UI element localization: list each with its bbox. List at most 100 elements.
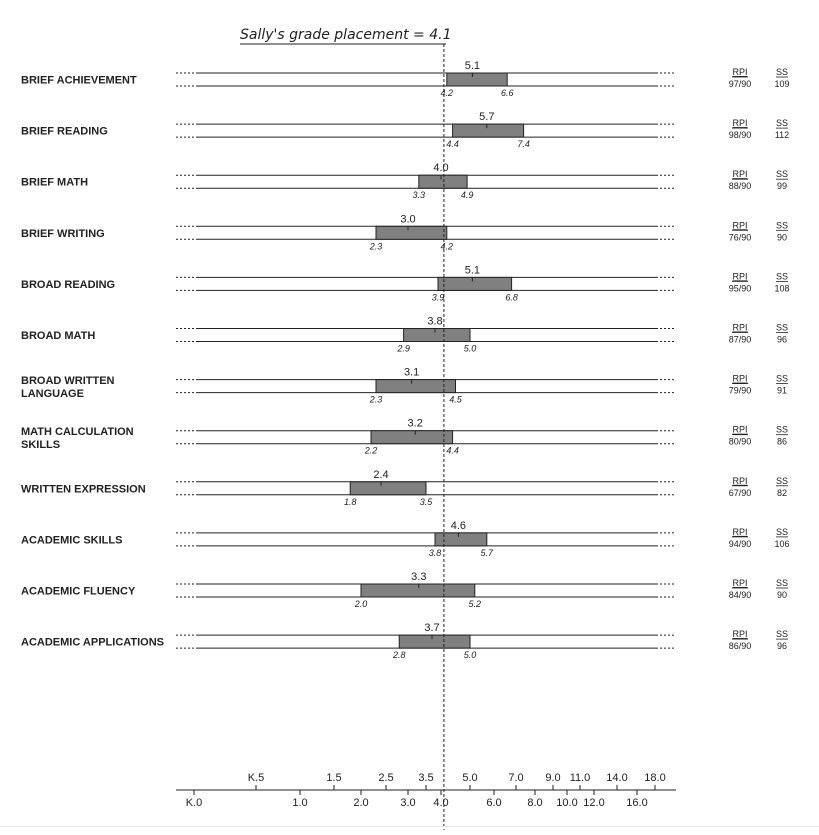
row-label: BRIEF WRITING xyxy=(21,228,105,240)
rpi-value: 98/90 xyxy=(729,130,752,140)
score-row: WRITTEN EXPRESSION 2.4 1.8 3.5 RPI 67/90 SS 82 xyxy=(21,469,788,507)
ss-value: 91 xyxy=(777,386,787,396)
band-low-label: 2.2 xyxy=(364,446,378,456)
lower-tick-label: 16.0 xyxy=(626,797,647,809)
confidence-band xyxy=(403,328,471,342)
lower-tick-label: 10.0 xyxy=(556,797,577,809)
row-label-line: LANGUAGE xyxy=(21,388,84,400)
score-row: ACADEMIC FLUENCY 3.3 2.0 5.2 RPI 84/90 SS 90 xyxy=(21,571,788,609)
band-low-label: 3.8 xyxy=(429,548,442,558)
row-label: MATH CALCULATION SKILLS xyxy=(21,426,134,451)
confidence-band xyxy=(349,481,427,496)
upper-tick-label: 18.0 xyxy=(644,772,665,784)
ss-header: SS xyxy=(776,425,788,435)
ss-header: SS xyxy=(776,629,788,639)
ss-header: SS xyxy=(776,323,788,333)
lower-tick-label: 3.0 xyxy=(400,797,415,809)
band-high-label: 7.4 xyxy=(517,139,530,149)
band-high-label: 4.4 xyxy=(446,446,459,456)
band-high-label: 4.2 xyxy=(441,241,454,251)
lower-tick-label: K.0 xyxy=(186,797,203,809)
score-value: 3.3 xyxy=(411,571,426,583)
row-label: WRITTEN EXPRESSION xyxy=(21,483,146,495)
lower-tick-label: 8.0 xyxy=(527,797,542,809)
band-low-label: 2.8 xyxy=(392,650,406,660)
upper-tick-label: K.5 xyxy=(248,772,265,784)
band-high-label: 3.5 xyxy=(420,497,434,507)
band-low-label: 4.2 xyxy=(441,88,454,98)
band-high-label: 5.2 xyxy=(469,599,482,609)
ss-header: SS xyxy=(776,578,788,588)
lower-tick-label: 4.0 xyxy=(433,797,448,809)
ss-value: 99 xyxy=(777,181,787,191)
rpi-header: RPI xyxy=(732,271,747,281)
band-low-label: 1.8 xyxy=(344,497,357,507)
ss-value: 109 xyxy=(774,79,789,89)
band-high-label: 5.0 xyxy=(464,344,477,354)
score-row: BROAD MATH 3.8 2.9 5.0 RPI 87/90 SS 96 xyxy=(21,316,788,354)
title-group: Sally's grade placement = 4.1 xyxy=(240,27,451,45)
lower-tick-label: 2.0 xyxy=(353,797,368,809)
score-value: 5.1 xyxy=(465,60,480,72)
ss-header: SS xyxy=(776,67,788,77)
score-row: BRIEF READING 5.7 4.4 7.4 RPI 98/90 SS 112 xyxy=(21,111,789,149)
rpi-value: 76/90 xyxy=(729,232,752,242)
rpi-value: 94/90 xyxy=(729,539,752,549)
rpi-value: 86/90 xyxy=(729,641,752,651)
band-high-label: 5.7 xyxy=(481,548,495,558)
ss-header: SS xyxy=(776,271,788,281)
ss-value: 112 xyxy=(775,130,789,140)
upper-tick-label: 9.0 xyxy=(545,772,560,784)
ss-value: 96 xyxy=(777,641,787,651)
score-row: BRIEF ACHIEVEMENT 5.1 4.2 6.6 RPI 97/90 SS 109 xyxy=(21,60,790,98)
confidence-band xyxy=(446,72,508,87)
score-value: 3.7 xyxy=(424,622,439,634)
ss-value: 108 xyxy=(774,283,789,293)
upper-tick-label: 5.0 xyxy=(462,772,477,784)
ss-header: SS xyxy=(776,476,788,486)
band-high-label: 4.5 xyxy=(449,395,463,405)
band-high-label: 5.0 xyxy=(464,650,477,660)
rpi-header: RPI xyxy=(732,629,747,639)
chart-title: Sally's grade placement = 4.1 xyxy=(240,27,451,43)
lower-tick-label: 12.0 xyxy=(583,797,604,809)
confidence-band xyxy=(437,276,513,291)
lower-tick-label: 1.0 xyxy=(292,797,307,809)
rpi-value: 88/90 xyxy=(729,181,752,191)
score-value: 3.2 xyxy=(408,418,423,430)
grade-axis: K.5 1.5 2.5 3.5 5.0 7.0 9.0 11.0 14.0 18.0 K.0 1.0 2… xyxy=(176,772,676,809)
confidence-band xyxy=(375,225,448,240)
score-row: BRIEF WRITING 3.0 2.3 4.2 RPI 76/90 SS 90 xyxy=(21,213,788,251)
rpi-header: RPI xyxy=(732,323,747,333)
ss-value: 90 xyxy=(777,590,787,600)
confidence-band xyxy=(370,430,454,445)
row-label: BRIEF MATH xyxy=(21,177,88,189)
rpi-header: RPI xyxy=(732,476,747,486)
score-value: 4.0 xyxy=(433,162,448,174)
upper-tick-label: 7.0 xyxy=(508,772,523,784)
row-label-line: SKILLS xyxy=(21,439,60,451)
ss-value: 86 xyxy=(777,437,787,447)
row-label: ACADEMIC APPLICATIONS xyxy=(21,637,164,649)
confidence-band xyxy=(360,583,476,598)
rpi-header: RPI xyxy=(732,67,747,77)
row-label: BROAD READING xyxy=(21,279,115,291)
rpi-value: 67/90 xyxy=(729,488,752,498)
band-high-label: 4.9 xyxy=(461,190,474,200)
upper-tick-label: 14.0 xyxy=(606,772,627,784)
band-low-label: 2.3 xyxy=(369,395,383,405)
score-row: ACADEMIC APPLICATIONS 3.7 2.8 5.0 RPI 86/90 SS… xyxy=(21,622,788,660)
ss-header: SS xyxy=(776,118,788,128)
band-low-label: 2.9 xyxy=(396,344,410,354)
score-value: 5.1 xyxy=(465,264,480,276)
upper-tick-label: 3.5 xyxy=(418,772,433,784)
upper-tick-label: 11.0 xyxy=(570,772,591,784)
confidence-band xyxy=(398,634,471,649)
rpi-header: RPI xyxy=(732,118,747,128)
confidence-band xyxy=(434,532,488,547)
lower-tick-label: 6.0 xyxy=(486,797,501,809)
ss-value: 82 xyxy=(777,488,787,498)
rpi-header: RPI xyxy=(732,578,747,588)
